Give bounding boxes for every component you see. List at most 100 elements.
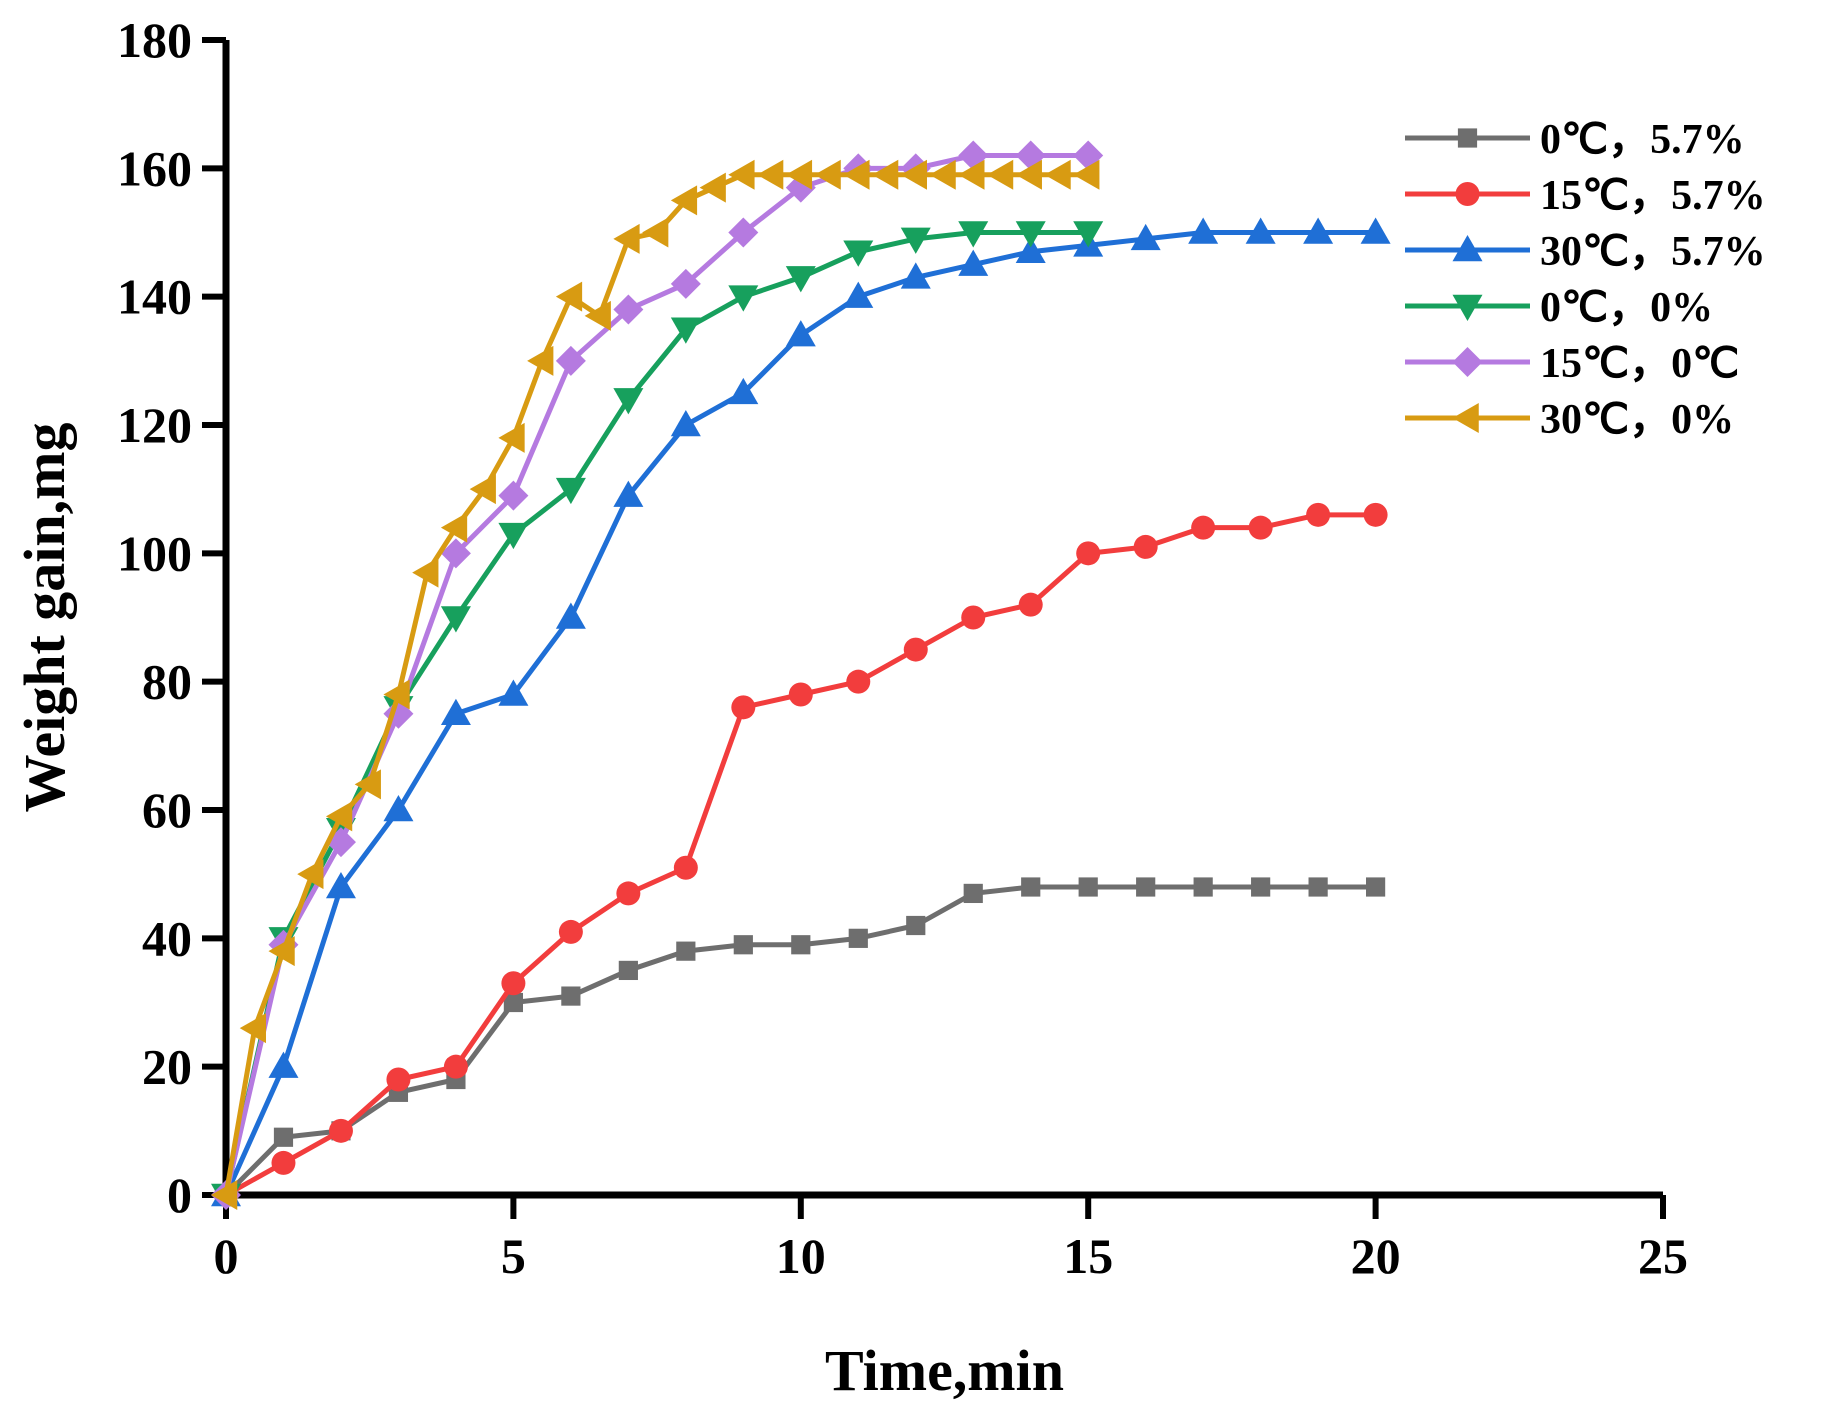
data-point: [501, 971, 526, 996]
data-point: [498, 679, 529, 706]
data-point: [843, 159, 870, 190]
data-point: [498, 522, 529, 550]
x-tick-label: 25: [1638, 1228, 1688, 1284]
series-line: [223, 153, 1089, 1196]
legend-item: 0℃，0%: [1405, 285, 1713, 331]
legend-item: 15℃，0℃: [1405, 341, 1739, 387]
y-tick-label: 160: [117, 140, 192, 196]
data-point: [1018, 592, 1043, 617]
data-point: [1191, 515, 1216, 540]
legend: 0℃，5.7% 15℃，5.7% 30℃，5.7% 0℃，0% 15℃，0℃ 30℃，0%: [1405, 117, 1766, 443]
data-point: [731, 695, 756, 720]
y-tick-label: 60: [142, 782, 192, 838]
data-point: [555, 345, 586, 376]
data-point: [211, 1180, 238, 1210]
data-point: [728, 285, 759, 312]
data-point: [673, 855, 698, 880]
data-point: [900, 227, 931, 254]
data-point: [239, 1013, 266, 1044]
legend-marker: [1452, 403, 1479, 433]
data-point: [843, 240, 874, 267]
data-point: [561, 986, 581, 1006]
data-point: [728, 377, 759, 405]
legend-marker: [1452, 294, 1483, 321]
legend-label: 30℃，0%: [1540, 397, 1734, 443]
data-point: [961, 605, 986, 630]
data-point: [788, 682, 813, 707]
data-point: [1360, 217, 1391, 244]
legend-marker: [1457, 128, 1478, 148]
data-point: [785, 320, 816, 347]
data-point: [1188, 217, 1219, 244]
data-point: [1044, 159, 1071, 190]
data-point: [1308, 877, 1328, 897]
data-point: [1015, 221, 1046, 248]
data-point: [843, 281, 874, 308]
legend-label: 0℃，5.7%: [1540, 117, 1745, 163]
data-point: [900, 262, 931, 289]
legend-label: 30℃，5.7%: [1540, 229, 1766, 275]
data-point: [846, 669, 871, 694]
data-point: [1303, 217, 1334, 244]
data-point: [814, 159, 841, 190]
legend-marker: [1452, 347, 1483, 377]
data-point: [616, 881, 641, 906]
series-5: [211, 140, 1104, 1210]
data-point: [268, 936, 295, 967]
legend-label: 0℃，0%: [1540, 285, 1713, 331]
x-tick-label: 5: [501, 1228, 526, 1284]
data-point: [440, 512, 468, 543]
data-point: [584, 300, 611, 331]
plot-area: [211, 140, 1391, 1210]
y-tick-label: 180: [117, 12, 192, 68]
data-point: [527, 345, 554, 376]
data-point: [443, 1054, 468, 1079]
legend-label: 15℃，5.7%: [1540, 173, 1766, 219]
data-point: [676, 941, 696, 961]
data-point: [1073, 221, 1104, 248]
data-point: [963, 883, 983, 904]
data-point: [906, 915, 926, 936]
data-point: [325, 872, 356, 899]
data-point: [555, 281, 583, 312]
y-tick-label: 120: [117, 397, 192, 453]
data-point: [383, 795, 414, 822]
y-tick-label: 140: [117, 269, 192, 325]
data-point: [273, 1127, 294, 1147]
y-axis-title: Weight gain,mg: [12, 423, 77, 813]
data-point: [986, 159, 1014, 190]
data-point: [440, 698, 471, 725]
data-point: [791, 935, 811, 955]
series-line: [223, 172, 1089, 1196]
data-point: [958, 221, 989, 248]
x-tick-label: 10: [776, 1228, 826, 1284]
data-point: [785, 266, 816, 293]
data-point: [872, 159, 899, 190]
legend-item: 30℃，0%: [1405, 397, 1734, 443]
data-point: [558, 919, 583, 944]
data-point: [1248, 515, 1273, 540]
data-point: [412, 557, 439, 588]
y-tick-label: 0: [167, 1167, 192, 1223]
x-tick-label: 15: [1063, 1228, 1113, 1284]
data-point: [1015, 236, 1046, 263]
data-point: [555, 477, 586, 505]
data-point: [670, 185, 698, 216]
data-point: [498, 480, 529, 511]
data-point: [440, 606, 471, 633]
data-point: [1133, 534, 1158, 559]
data-point: [613, 388, 644, 415]
data-point: [1130, 223, 1161, 251]
x-tick-label: 0: [214, 1228, 239, 1284]
data-point: [642, 217, 669, 248]
series-line: [223, 230, 1089, 1196]
data-point: [699, 172, 726, 203]
data-point: [1078, 877, 1098, 897]
y-tick-label: 40: [142, 910, 192, 966]
data-point: [903, 637, 928, 662]
data-point: [728, 159, 755, 190]
y-tick-label: 20: [142, 1039, 192, 1095]
data-point: [1021, 877, 1041, 897]
data-point: [728, 217, 759, 248]
data-point: [1136, 877, 1156, 897]
